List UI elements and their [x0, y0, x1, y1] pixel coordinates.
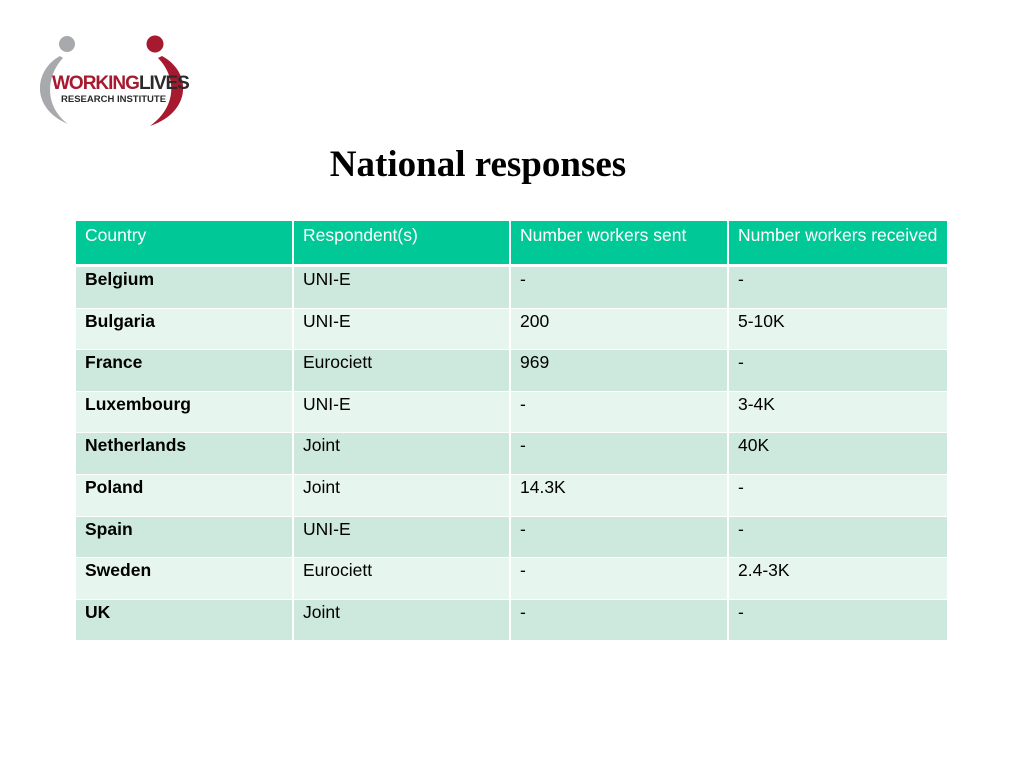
country-cell: Luxembourg: [76, 391, 294, 434]
workers-sent-cell: -: [511, 516, 729, 559]
workers-sent-cell: -: [511, 267, 729, 309]
workers-received-cell: -: [729, 474, 947, 517]
respondent-cell: UNI-E: [294, 516, 511, 559]
country-cell: Netherlands: [76, 433, 294, 475]
workers-sent-cell: -: [511, 558, 729, 600]
table-row: Belgium UNI-E - -: [76, 267, 947, 309]
svg-text:WORKINGLIVES: WORKINGLIVES: [52, 73, 189, 94]
table-row: Luxembourg UNI-E - 3-4K: [76, 391, 947, 434]
working-lives-logo: WORKINGLIVES RESEARCH INSTITUTE: [30, 32, 195, 130]
workers-sent-cell: 969: [511, 350, 729, 392]
country-cell: France: [76, 350, 294, 392]
workers-sent-cell: 14.3K: [511, 474, 729, 517]
respondent-cell: UNI-E: [294, 308, 511, 351]
workers-sent-cell: -: [511, 599, 729, 642]
table-row: Spain UNI-E - -: [76, 516, 947, 559]
logo-name-part1: WORKING: [52, 73, 139, 94]
workers-received-cell: 2.4-3K: [729, 558, 947, 600]
table-row: UK Joint - -: [76, 599, 947, 642]
respondent-cell: UNI-E: [294, 391, 511, 434]
country-cell: Sweden: [76, 558, 294, 600]
workers-received-cell: 5-10K: [729, 308, 947, 351]
workers-received-cell: -: [729, 350, 947, 392]
logo-name-part2: LIVES: [139, 73, 189, 94]
workers-received-cell: -: [729, 516, 947, 559]
header-respondents: Respondent(s): [294, 221, 511, 267]
table-row: France Eurociett 969 -: [76, 350, 947, 392]
workers-received-cell: 40K: [729, 433, 947, 475]
workers-received-cell: -: [729, 267, 947, 309]
respondent-cell: Joint: [294, 599, 511, 642]
logo-graphic: WORKINGLIVES RESEARCH INSTITUTE: [39, 35, 190, 126]
responses-table-container: Country Respondent(s) Number workers sen…: [76, 221, 947, 642]
workers-sent-cell: 200: [511, 308, 729, 351]
respondent-cell: UNI-E: [294, 267, 511, 309]
country-cell: Poland: [76, 474, 294, 517]
country-cell: Belgium: [76, 267, 294, 309]
header-workers-received: Number workers received: [729, 221, 947, 267]
respondent-cell: Joint: [294, 474, 511, 517]
table-row: Poland Joint 14.3K -: [76, 474, 947, 517]
logo-subtitle: RESEARCH INSTITUTE: [61, 94, 166, 105]
table-row: Sweden Eurociett - 2.4-3K: [76, 558, 947, 600]
table-row: Bulgaria UNI-E 200 5-10K: [76, 308, 947, 351]
workers-received-cell: -: [729, 599, 947, 642]
country-cell: Bulgaria: [76, 308, 294, 351]
respondent-cell: Eurociett: [294, 350, 511, 392]
country-cell: UK: [76, 599, 294, 642]
country-cell: Spain: [76, 516, 294, 559]
header-country: Country: [76, 221, 294, 267]
respondent-cell: Joint: [294, 433, 511, 475]
workers-sent-cell: -: [511, 391, 729, 434]
table-header-row: Country Respondent(s) Number workers sen…: [76, 221, 947, 267]
header-workers-sent: Number workers sent: [511, 221, 729, 267]
workers-received-cell: 3-4K: [729, 391, 947, 434]
national-responses-table: Country Respondent(s) Number workers sen…: [76, 221, 947, 642]
respondent-cell: Eurociett: [294, 558, 511, 600]
table-row: Netherlands Joint - 40K: [76, 433, 947, 475]
page-title: National responses: [329, 144, 627, 185]
workers-sent-cell: -: [511, 433, 729, 475]
